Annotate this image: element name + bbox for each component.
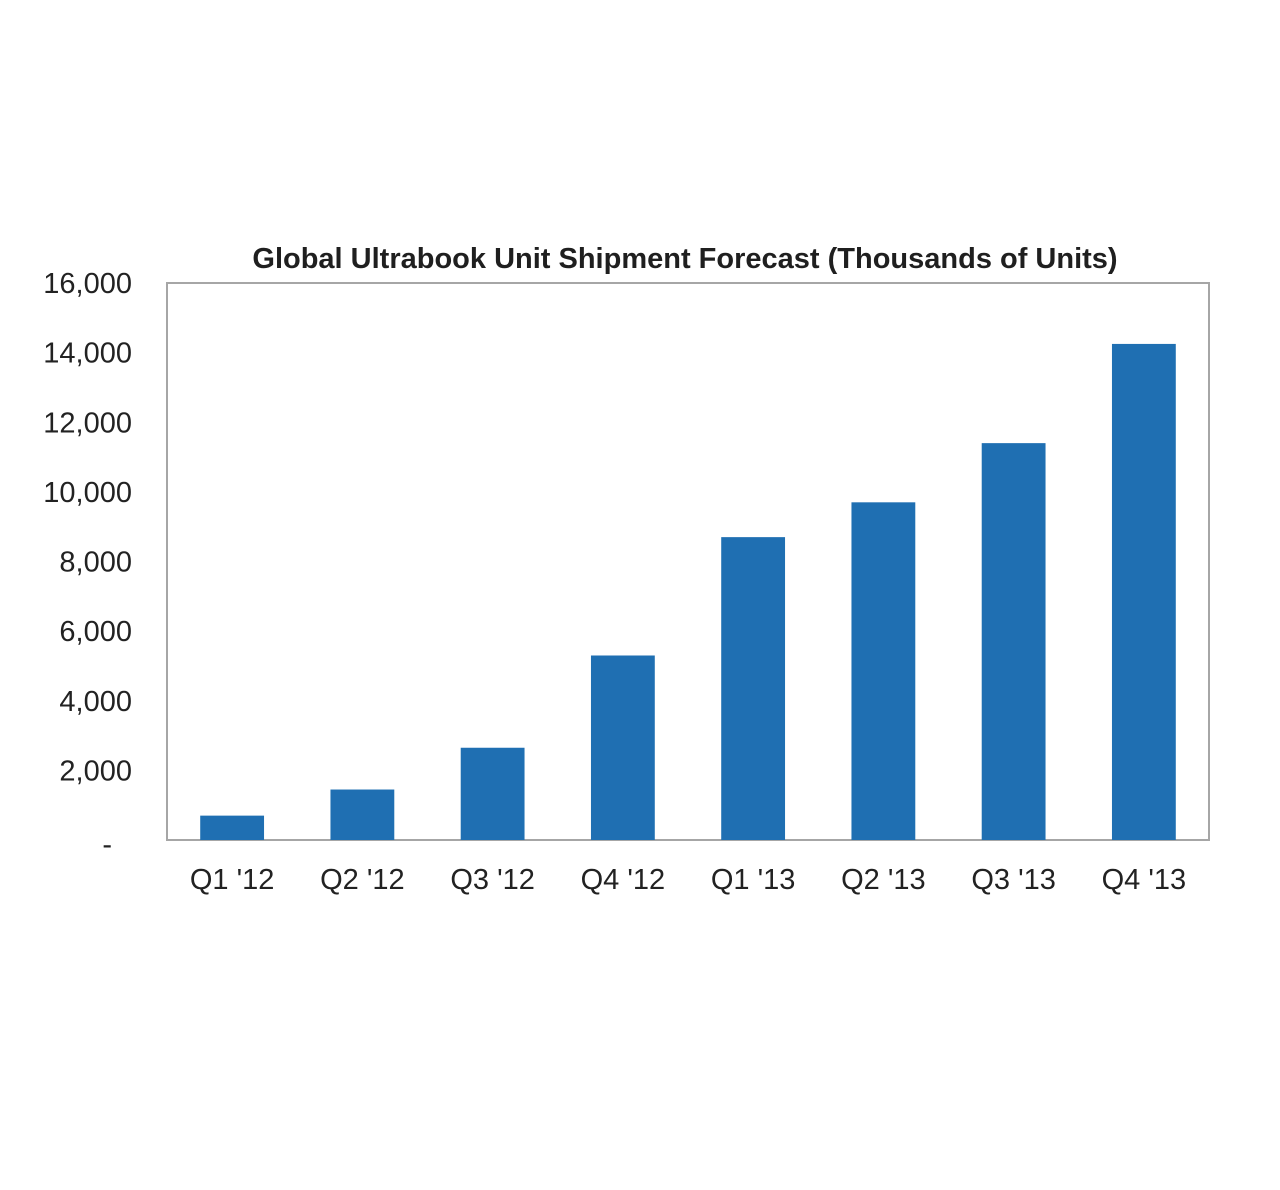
y-tick-label: 14,000 bbox=[43, 338, 132, 370]
bar bbox=[851, 502, 916, 840]
x-tick-label: Q3 '12 bbox=[450, 864, 535, 896]
bar bbox=[460, 747, 525, 840]
y-axis: - 2,000 4,000 6,000 8,000 10,000 12,000 14,000 1… bbox=[43, 268, 132, 861]
y-tick-label: 16,000 bbox=[43, 268, 132, 300]
bar bbox=[590, 655, 655, 840]
x-tick-label: Q3 '13 bbox=[971, 864, 1056, 896]
x-tick-label: Q1 '12 bbox=[190, 864, 275, 896]
bars bbox=[200, 343, 1176, 840]
y-tick-label: 6,000 bbox=[59, 616, 132, 648]
bar bbox=[1111, 343, 1176, 840]
plot-frame bbox=[166, 282, 1210, 841]
x-tick-label: Q4 '12 bbox=[581, 864, 666, 896]
chart-title: Global Ultrabook Unit Shipment Forecast … bbox=[252, 243, 1117, 275]
y-tick-label: 2,000 bbox=[59, 755, 132, 787]
y-tick-label: 8,000 bbox=[59, 547, 132, 579]
y-tick-label: 12,000 bbox=[43, 407, 132, 439]
bar bbox=[721, 537, 786, 840]
y-tick-label: - bbox=[102, 829, 112, 861]
x-tick-label: Q2 '13 bbox=[841, 864, 926, 896]
bar bbox=[981, 443, 1046, 840]
y-tick-label: 10,000 bbox=[43, 477, 132, 509]
x-axis: Q1 '12 Q2 '12 Q3 '12 Q4 '12 Q1 '13 Q2 '13 Q3 '… bbox=[190, 864, 1186, 896]
y-tick-label: 4,000 bbox=[59, 686, 132, 718]
x-tick-label: Q2 '12 bbox=[320, 864, 405, 896]
x-tick-label: Q4 '13 bbox=[1102, 864, 1187, 896]
bar bbox=[200, 815, 265, 840]
x-tick-label: Q1 '13 bbox=[711, 864, 796, 896]
bar bbox=[330, 789, 395, 840]
